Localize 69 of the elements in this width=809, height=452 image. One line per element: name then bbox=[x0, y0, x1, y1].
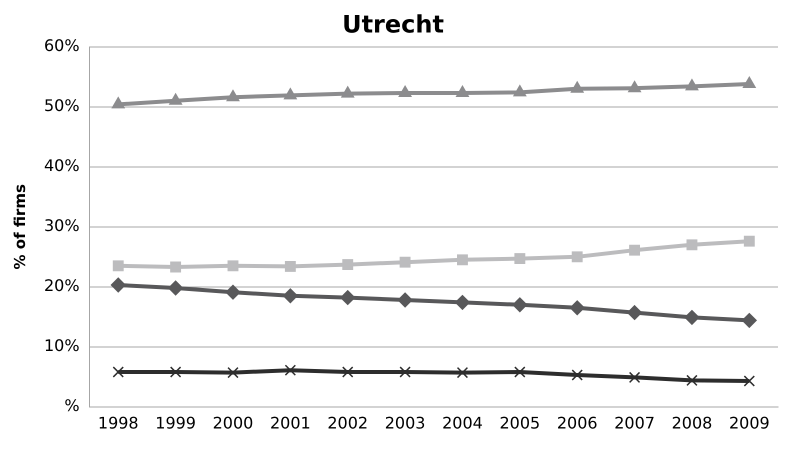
point bbox=[341, 86, 354, 98]
x-tick-label: 2007 bbox=[614, 414, 655, 433]
point bbox=[398, 86, 412, 97]
point bbox=[686, 374, 698, 386]
point bbox=[168, 280, 184, 296]
point bbox=[572, 369, 583, 381]
x-tick-label: 2004 bbox=[442, 414, 483, 433]
point bbox=[513, 84, 526, 96]
point bbox=[742, 312, 757, 328]
y-tick-label: 40% bbox=[44, 156, 80, 175]
point bbox=[456, 366, 468, 378]
y-tick-label: 60% bbox=[44, 36, 80, 55]
point bbox=[112, 260, 124, 272]
x-tick-label: 2008 bbox=[672, 414, 712, 433]
x-tick-label: 1998 bbox=[98, 414, 139, 433]
point bbox=[112, 366, 124, 378]
x-tick-label: 2009 bbox=[728, 414, 770, 433]
point bbox=[570, 81, 584, 93]
point bbox=[170, 262, 182, 272]
y-tick-label: 30% bbox=[44, 216, 80, 235]
point bbox=[570, 300, 585, 316]
point bbox=[225, 284, 240, 300]
x-tick-label: 2006 bbox=[556, 414, 598, 433]
y-tick-label: 50% bbox=[44, 96, 80, 115]
point bbox=[340, 290, 356, 306]
x-tick-label: 2003 bbox=[384, 414, 426, 433]
point bbox=[284, 88, 297, 100]
point bbox=[284, 364, 296, 376]
chart-title: Utrecht bbox=[342, 10, 444, 39]
y-tick-label: % bbox=[64, 396, 80, 415]
point bbox=[399, 366, 411, 378]
point bbox=[227, 366, 239, 378]
point bbox=[685, 78, 699, 90]
point bbox=[342, 259, 354, 270]
point bbox=[169, 93, 182, 105]
point bbox=[572, 251, 583, 262]
point bbox=[342, 366, 354, 378]
point bbox=[512, 297, 528, 312]
point bbox=[629, 244, 640, 256]
point bbox=[628, 372, 640, 384]
point bbox=[628, 80, 642, 92]
point bbox=[398, 292, 413, 308]
point bbox=[456, 86, 470, 97]
point bbox=[514, 253, 526, 264]
point bbox=[284, 260, 296, 272]
point bbox=[742, 76, 756, 88]
point bbox=[282, 288, 298, 304]
point bbox=[514, 366, 526, 378]
point bbox=[228, 260, 238, 272]
y-tick-label: 20% bbox=[44, 276, 80, 295]
x-tick-label: 2005 bbox=[499, 414, 540, 433]
point bbox=[457, 254, 468, 266]
point bbox=[686, 239, 698, 250]
point bbox=[744, 236, 755, 247]
point bbox=[454, 294, 470, 310]
x-tick-label: 2001 bbox=[270, 414, 311, 433]
point bbox=[112, 96, 125, 108]
x-tick-label: 1999 bbox=[155, 414, 196, 433]
point bbox=[627, 305, 642, 320]
y-tick-label: 10% bbox=[44, 336, 80, 355]
x-tick-label: 2000 bbox=[212, 414, 254, 433]
y-axis-title: % of firms bbox=[10, 184, 29, 270]
point bbox=[744, 375, 756, 387]
point bbox=[400, 256, 411, 268]
x-tick-label: 2002 bbox=[327, 414, 368, 433]
point bbox=[170, 366, 182, 378]
point bbox=[684, 310, 700, 325]
point bbox=[110, 278, 126, 292]
point bbox=[226, 90, 240, 102]
